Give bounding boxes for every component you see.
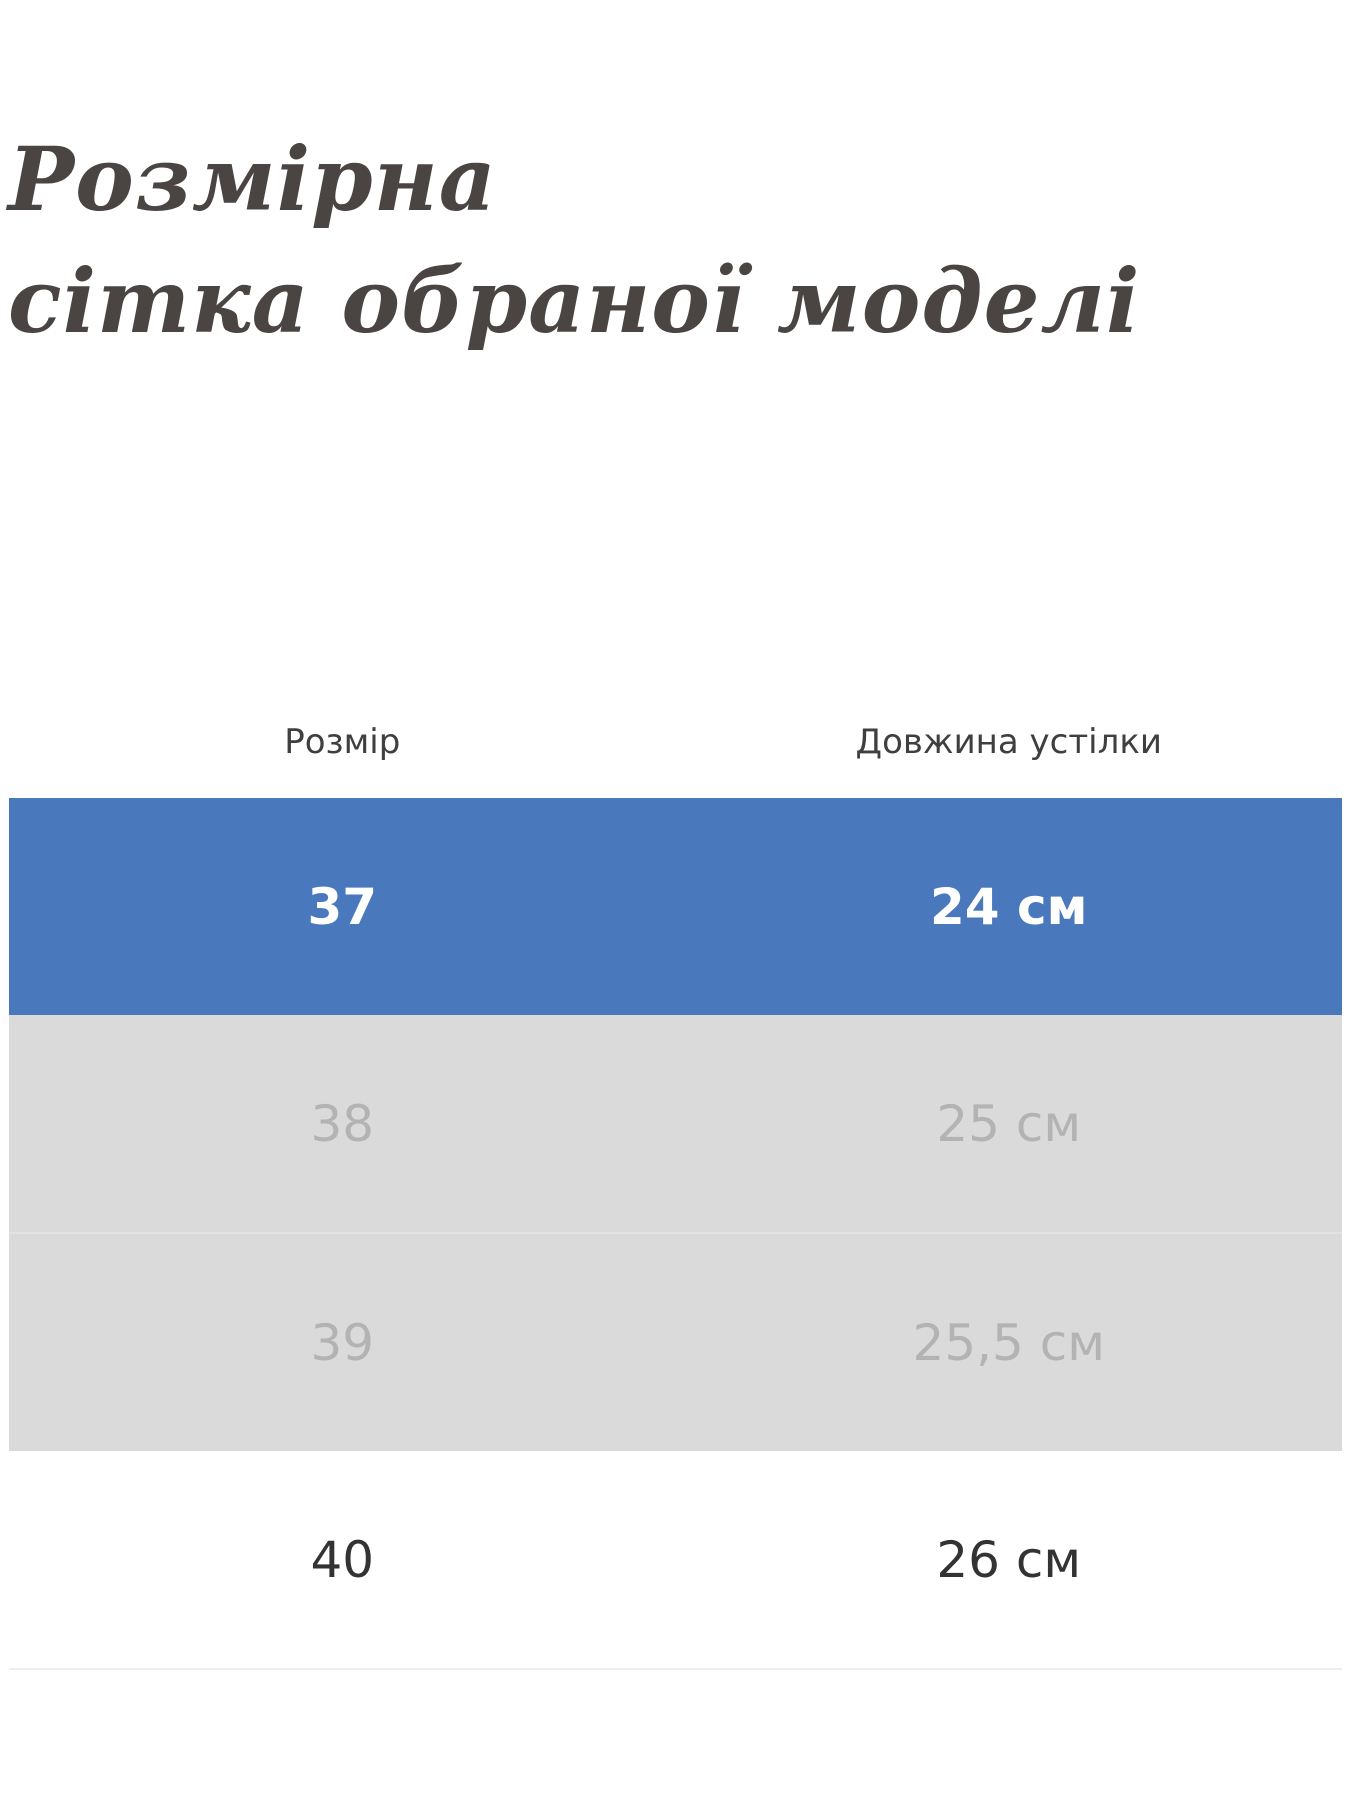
size-row[interactable]: 38 25 см	[9, 1015, 1342, 1233]
table-header: Розмір Довжина устілки	[9, 686, 1342, 798]
size-cell: 25,5 см	[675, 1233, 1342, 1451]
title-line: сітка обраної моделі	[8, 249, 1141, 353]
table-body: 37 24 см 38 25 см 39 25,5 см 40 26 см	[9, 798, 1342, 1669]
size-row[interactable]: 37 24 см	[9, 798, 1342, 1015]
size-cell: 38	[9, 1015, 676, 1233]
size-row[interactable]: 40 26 см	[9, 1451, 1342, 1669]
header-row: Розмір Довжина устілки	[9, 686, 1342, 798]
size-cell: 40	[310, 1530, 375, 1589]
header-cell: Довжина устілки	[855, 722, 1162, 762]
size-cell: 39	[9, 1233, 676, 1451]
size-cell: 26 см	[936, 1530, 1082, 1589]
size-cell: 25 см	[675, 1015, 1342, 1233]
title: Розмірна сітка обраної моделі	[8, 118, 1140, 362]
header-cell: Розмір	[284, 722, 401, 762]
size-row[interactable]: 39 25,5 см	[9, 1233, 1342, 1451]
size-table: Розмір Довжина устілки 37 24 см 38 25 см 39 2…	[9, 686, 1342, 1670]
size-cell: 24 см	[675, 798, 1342, 1015]
title-line: Розмірна	[8, 127, 497, 231]
size-cell: 37	[9, 798, 676, 1015]
